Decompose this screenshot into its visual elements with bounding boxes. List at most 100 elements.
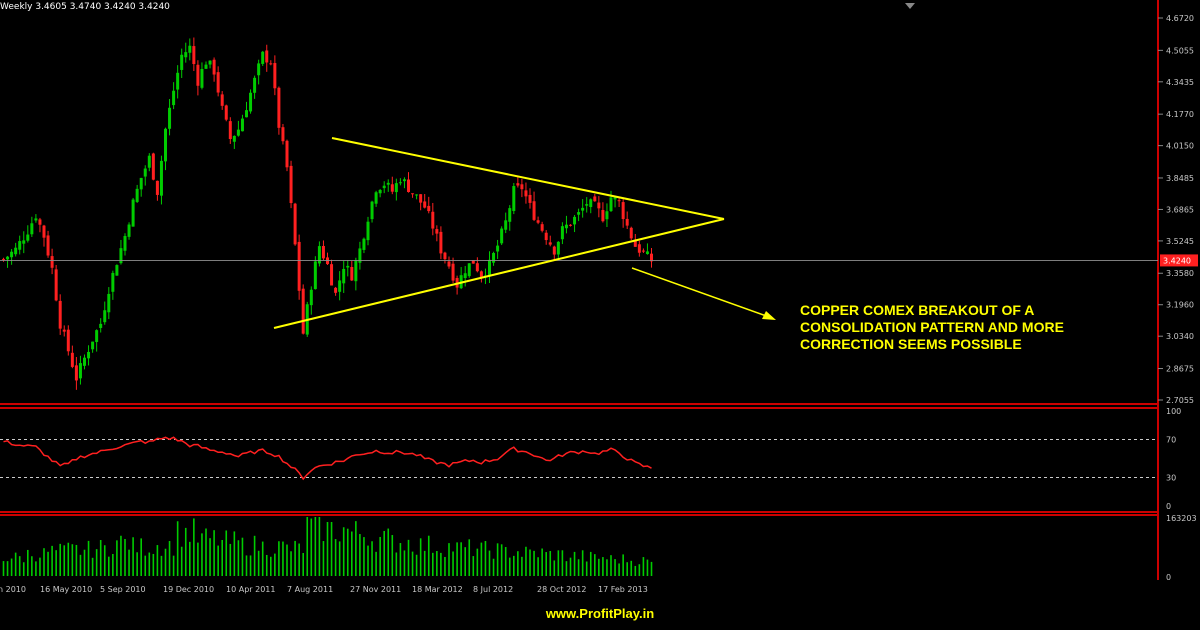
candle-body [42,225,46,238]
annotation-text: COPPER COMEX BREAKOUT OF A CONSOLIDATION… [800,302,1120,353]
candle-body [573,216,577,225]
candle-body [289,165,293,204]
x-tick-label: 8 Jul 2012 [473,585,513,594]
candle-body [228,121,232,140]
candle-body [475,263,479,272]
price-tick-label: 4.3435 [1166,78,1194,87]
candle-body [564,224,568,229]
x-tick-label: 19 Dec 2010 [163,585,214,594]
upper-trendline [331,137,725,220]
candle-body [633,239,637,247]
candle-body [334,287,338,293]
candle-body [293,203,297,245]
candle-body [536,220,540,223]
candle-body [220,94,224,106]
candle-body [390,184,394,192]
candle-body [249,92,253,112]
candle-body [70,352,74,367]
candle-body [54,269,58,301]
last-price-label: 3.4240 [1163,256,1191,265]
candle-body [155,180,159,195]
candle-body [135,188,139,202]
x-tick-label: 27 Nov 2011 [350,585,401,594]
projection-arrowhead-icon [762,311,776,320]
volume-tick-label: 0 [1166,573,1171,582]
candle-body [87,351,91,359]
candle-body [216,72,220,93]
price-tick-label: 4.1770 [1166,110,1194,119]
ohlc-header: Weekly 3.4605 3.4740 3.4240 3.4240 [0,2,170,12]
candle-body [637,244,641,253]
rsi-tick-label: 0 [1166,502,1171,511]
x-tick-label: 10 Apr 2011 [226,585,275,594]
candle-body [22,240,26,244]
candle-body [560,226,564,240]
candle-body [613,197,617,200]
rsi-tick-label: 70 [1166,436,1176,445]
candle-body [431,211,435,229]
candle-body [257,63,261,76]
candle-body [625,218,629,226]
candle-body [184,52,188,58]
candle-body [394,183,398,193]
candle-body [6,256,10,260]
candle-body [196,64,200,86]
candle-body [402,179,406,182]
candle-body [621,202,625,220]
candle-body [577,212,581,215]
candle-body [609,197,613,212]
candle-body [496,245,500,252]
candle-body [261,51,265,64]
candle-body [548,242,552,245]
candle-body [309,289,313,306]
candle-body [451,263,455,281]
candle-body [62,329,66,332]
candle-body [407,179,410,193]
candle-body [439,231,443,254]
last-price-tag [1160,254,1198,267]
x-tick-label: 17 Feb 2013 [598,585,648,594]
candle-body [645,251,649,255]
candle-body [419,194,423,203]
price-tick-label: 3.8485 [1166,174,1194,183]
candle-body [330,264,334,286]
candle-body [176,72,180,90]
candle-body [346,265,350,268]
candle-body [427,205,431,212]
candle-body [38,219,42,225]
rsi-tick-label: 100 [1166,407,1181,416]
candle-body [321,245,325,259]
candle-body [301,288,305,334]
candle-body [74,365,78,381]
candle-body [415,194,419,196]
candle-body [34,218,38,221]
x-tick-label: 16 May 2010 [40,585,92,594]
candle-body [131,199,135,227]
candle-body [245,110,248,118]
price-tick-label: 3.5245 [1166,237,1194,246]
candle-body [224,105,228,120]
candle-body [66,329,70,352]
candle-body [313,261,317,290]
candle-body [208,60,212,65]
candle-body [479,271,483,278]
candle-body [512,186,516,212]
price-tick-label: 4.0150 [1166,142,1194,151]
candle-body [192,46,196,65]
candle-body [172,90,176,106]
candle-body [204,64,208,69]
candle-body [139,177,143,190]
rsi-tick-label: 30 [1166,474,1176,483]
x-tick-label: 7 Aug 2011 [287,585,333,594]
candle-body [423,201,427,208]
candle-body [232,135,236,142]
candle-body [435,229,439,234]
candle-body [83,357,86,366]
candle-body [281,127,285,142]
candle-body [342,268,346,284]
candle-body [18,241,22,250]
candle-body [520,184,524,190]
candle-body [240,118,244,132]
candle-body [151,153,155,180]
